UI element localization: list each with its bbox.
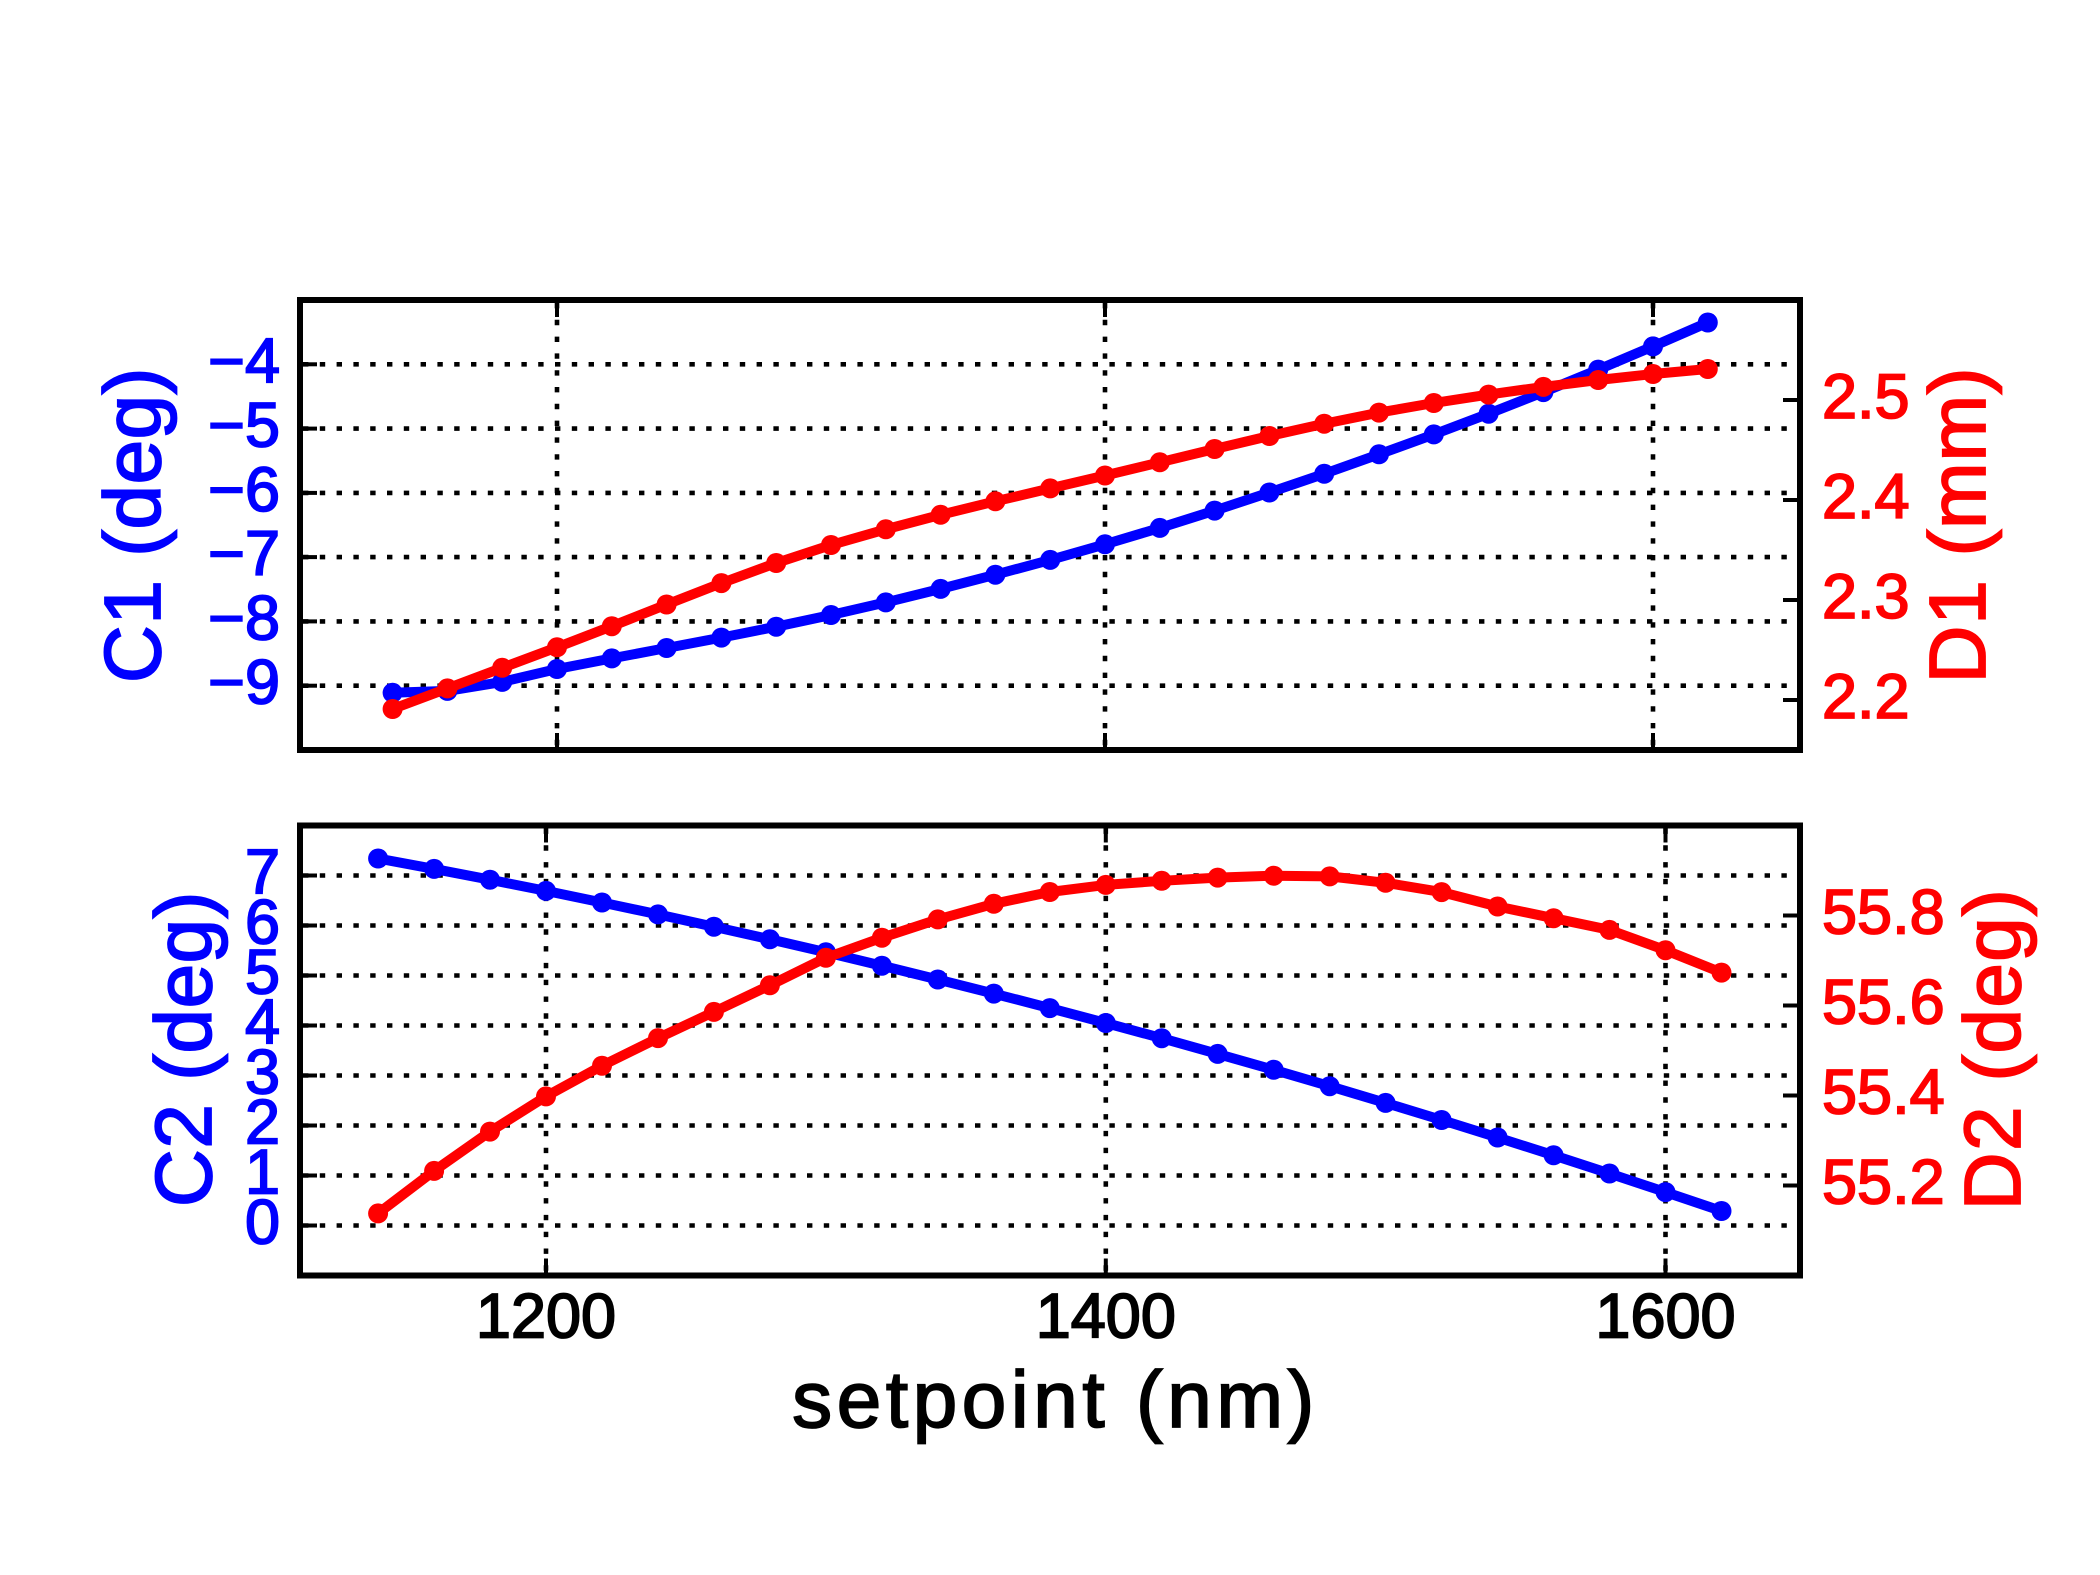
svg-text:−4: −4 <box>208 326 280 396</box>
svg-text:2.3: 2.3 <box>1822 562 1910 632</box>
svg-text:1600: 1600 <box>1595 1281 1735 1351</box>
svg-text:2.4: 2.4 <box>1822 462 1910 532</box>
svg-text:2.5: 2.5 <box>1822 362 1910 432</box>
svg-text:−7: −7 <box>208 519 280 589</box>
svg-text:5: 5 <box>245 938 280 1008</box>
svg-text:55.8: 55.8 <box>1822 878 1945 948</box>
svg-text:7: 7 <box>245 838 280 908</box>
svg-text:C1 (deg): C1 (deg) <box>88 367 177 683</box>
svg-text:−6: −6 <box>208 455 280 525</box>
svg-text:C2 (deg): C2 (deg) <box>139 891 228 1207</box>
svg-text:2: 2 <box>245 1088 280 1158</box>
svg-text:55.6: 55.6 <box>1822 968 1945 1038</box>
svg-text:D2 (deg): D2 (deg) <box>1948 888 2037 1210</box>
svg-text:−9: −9 <box>208 648 280 718</box>
svg-text:1200: 1200 <box>476 1281 616 1351</box>
svg-text:55.4: 55.4 <box>1822 1058 1945 1128</box>
svg-text:6: 6 <box>245 888 280 958</box>
svg-text:0: 0 <box>245 1188 280 1258</box>
svg-text:3: 3 <box>245 1038 280 1108</box>
svg-text:setpoint (nm): setpoint (nm) <box>792 1355 1319 1444</box>
svg-text:4: 4 <box>245 988 280 1058</box>
svg-text:D1 (mm): D1 (mm) <box>1913 367 2002 684</box>
svg-text:1: 1 <box>245 1138 280 1208</box>
svg-text:−5: −5 <box>208 391 280 461</box>
svg-text:1400: 1400 <box>1036 1281 1176 1351</box>
svg-text:−8: −8 <box>208 583 280 653</box>
svg-text:2.2: 2.2 <box>1822 662 1910 732</box>
svg-text:55.2: 55.2 <box>1822 1148 1945 1218</box>
